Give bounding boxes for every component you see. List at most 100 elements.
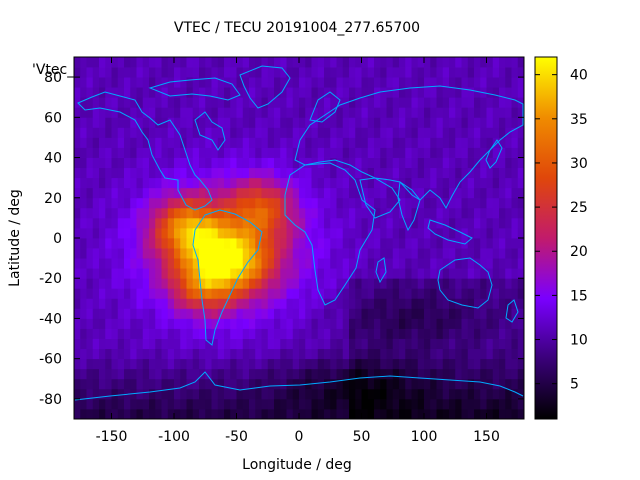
colorbar-tick-label: 15 xyxy=(570,288,588,304)
heatmap-cell xyxy=(480,167,487,179)
heatmap-cell xyxy=(367,177,375,189)
heatmap-cell xyxy=(467,87,475,98)
heatmap-cell xyxy=(105,328,112,339)
heatmap-cell xyxy=(161,177,169,189)
heatmap-cell xyxy=(186,227,194,239)
heatmap-cell xyxy=(380,278,387,289)
heatmap-cell xyxy=(174,157,181,169)
heatmap-cell xyxy=(305,298,312,309)
heatmap-cell xyxy=(336,278,344,289)
heatmap-cell xyxy=(292,338,300,350)
heatmap-cell xyxy=(249,388,256,400)
heatmap-cell xyxy=(436,197,444,209)
heatmap-cell xyxy=(367,318,375,329)
heatmap-cell xyxy=(442,167,450,179)
heatmap-cell xyxy=(274,107,281,118)
heatmap-cell xyxy=(80,127,87,138)
heatmap-cell xyxy=(436,137,444,148)
heatmap-cell xyxy=(374,107,381,118)
heatmap-cell xyxy=(230,57,237,68)
heatmap-cell xyxy=(92,167,100,179)
heatmap-cell xyxy=(192,328,200,339)
heatmap-cell xyxy=(205,278,212,289)
heatmap-cell xyxy=(361,348,369,360)
heatmap-cell xyxy=(517,197,525,209)
heatmap-cell xyxy=(249,258,256,269)
heatmap-cell xyxy=(117,167,125,179)
heatmap-cell xyxy=(167,177,175,189)
heatmap-cell xyxy=(242,87,250,98)
heatmap-cell xyxy=(155,197,162,209)
heatmap-cell xyxy=(274,147,281,158)
heatmap-cell xyxy=(480,358,487,370)
heatmap-cell xyxy=(499,338,506,350)
heatmap-cell xyxy=(361,57,369,68)
heatmap-cell xyxy=(255,368,262,380)
heatmap-cell xyxy=(417,308,425,319)
heatmap-cell xyxy=(155,308,162,319)
heatmap-cell xyxy=(505,248,512,259)
heatmap-cell xyxy=(299,298,306,309)
heatmap-cell xyxy=(199,318,206,329)
heatmap-cell xyxy=(174,258,181,269)
heatmap-cell xyxy=(124,268,131,279)
heatmap-cell xyxy=(505,87,512,98)
heatmap-cell xyxy=(167,258,175,269)
heatmap-cell xyxy=(124,298,131,309)
heatmap-cell xyxy=(430,77,437,88)
heatmap-cell xyxy=(142,318,150,329)
heatmap-cell xyxy=(455,187,462,199)
heatmap-cell xyxy=(305,117,312,128)
heatmap-cell xyxy=(380,248,387,259)
heatmap-cell xyxy=(436,187,444,199)
heatmap-cell xyxy=(311,398,319,410)
heatmap-cell xyxy=(155,278,162,289)
heatmap-cell xyxy=(305,368,312,380)
heatmap-cell xyxy=(517,308,525,319)
heatmap-cell xyxy=(330,338,337,350)
heatmap-cell xyxy=(286,97,294,108)
heatmap-cell xyxy=(386,187,394,199)
heatmap-cell xyxy=(511,77,519,88)
heatmap-cell xyxy=(430,388,437,400)
heatmap-cell xyxy=(205,67,212,78)
heatmap-cell xyxy=(430,258,437,269)
heatmap-cell xyxy=(105,338,112,350)
heatmap-cell xyxy=(242,258,250,269)
heatmap-cell xyxy=(517,328,525,339)
heatmap-cell xyxy=(411,378,419,390)
heatmap-cell xyxy=(249,288,256,299)
heatmap-cell xyxy=(317,87,325,98)
heatmap-cell xyxy=(205,77,212,88)
heatmap-cell xyxy=(99,197,106,209)
heatmap-cell xyxy=(86,227,94,239)
heatmap-cell xyxy=(261,288,269,299)
heatmap-cell xyxy=(80,408,87,420)
heatmap-cell xyxy=(511,97,519,108)
heatmap-cell xyxy=(242,358,250,370)
heatmap-cell xyxy=(267,197,275,209)
heatmap-cell xyxy=(455,117,462,128)
heatmap-cell xyxy=(486,348,494,360)
heatmap-cell xyxy=(255,77,262,88)
heatmap-cell xyxy=(236,217,244,229)
heatmap-cell xyxy=(174,57,181,68)
heatmap-cell xyxy=(124,67,131,78)
heatmap-cell xyxy=(367,217,375,229)
heatmap-cell xyxy=(474,368,481,380)
heatmap-cell xyxy=(80,298,87,309)
heatmap-cell xyxy=(424,97,431,108)
heatmap-cell xyxy=(392,187,400,199)
heatmap-cell xyxy=(211,328,219,339)
heatmap-cell xyxy=(124,117,131,128)
heatmap-cell xyxy=(205,348,212,360)
heatmap-cell xyxy=(217,197,225,209)
heatmap-cell xyxy=(449,207,456,219)
heatmap-cell xyxy=(86,378,94,390)
heatmap-cell xyxy=(317,187,325,199)
heatmap-cell xyxy=(267,328,275,339)
coastline-canadian-arctic xyxy=(148,77,241,101)
heatmap-cell xyxy=(417,378,425,390)
heatmap-cell xyxy=(136,378,144,390)
heatmap-cell xyxy=(324,338,331,350)
